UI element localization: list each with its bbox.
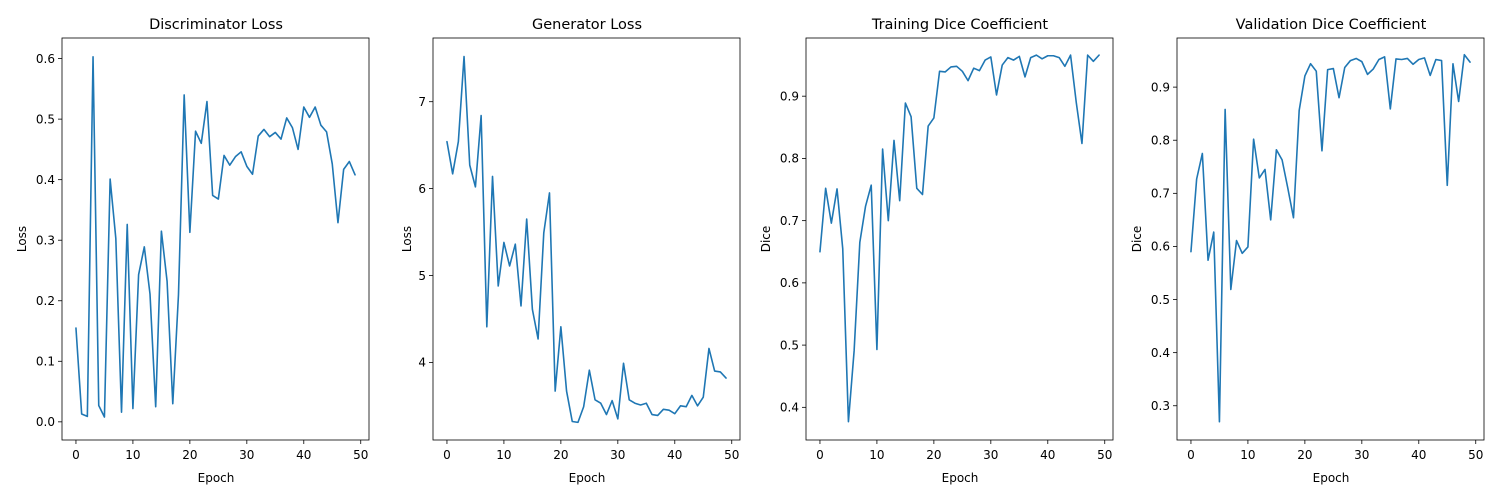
y-tick-label: 0.5: [1151, 293, 1170, 307]
chart-title: Training Dice Coefficient: [871, 17, 1049, 33]
series-line: [446, 55, 727, 424]
y-tick-label: 0.4: [36, 173, 55, 187]
x-tick-label: 40: [296, 448, 311, 462]
x-tick-label: 20: [553, 448, 568, 462]
x-tick-label: 0: [72, 448, 80, 462]
x-tick-label: 50: [353, 448, 368, 462]
y-tick-label: 4: [418, 356, 426, 370]
chart-title: Validation Dice Coefficient: [1236, 17, 1427, 33]
y-tick-label: 5: [418, 269, 426, 283]
training-dice-chart: Training Dice Coefficient 0 10 20 30 40 50 0.4…: [759, 17, 1114, 485]
x-tick-label: 30: [1354, 448, 1369, 462]
x-tick-label: 40: [667, 448, 682, 462]
x-axis-label: Epoch: [942, 471, 979, 485]
series-line: [819, 54, 1100, 423]
x-tick-label: 50: [1097, 448, 1112, 462]
plot-frame: [432, 37, 741, 441]
x-axis-label: Epoch: [569, 471, 606, 485]
plot-area: 0 10 20 30 40 50 0.3 0.4 0.5 0.6 0.7 0.8 0.9: [1151, 37, 1485, 462]
x-tick-label: 30: [983, 448, 998, 462]
x-tick-label: 0: [1187, 448, 1195, 462]
y-tick-label: 0.7: [780, 214, 799, 228]
chart-title: Discriminator Loss: [149, 17, 283, 33]
y-tick-label: 0.4: [780, 401, 799, 415]
x-axis-label: Epoch: [198, 471, 235, 485]
y-tick-label: 0.0: [36, 415, 55, 429]
plot-frame: [1176, 37, 1485, 441]
y-axis-label: Loss: [400, 226, 414, 252]
x-tick-label: 0: [443, 448, 451, 462]
series-line: [75, 55, 356, 418]
y-axis-label: Dice: [1130, 226, 1144, 253]
x-tick-label: 10: [125, 448, 140, 462]
plot-frame: [61, 37, 370, 441]
y-tick-label: 7: [418, 95, 426, 109]
y-tick-label: 0.7: [1151, 187, 1170, 201]
y-tick-label: 0.6: [780, 276, 799, 290]
y-tick-label: 0.3: [1151, 399, 1170, 413]
x-tick-label: 20: [1297, 448, 1312, 462]
y-tick-label: 0.3: [36, 234, 55, 248]
y-tick-label: 6: [418, 182, 426, 196]
y-tick-label: 0.9: [780, 89, 799, 103]
plot-area: 0 10 20 30 40 50 4 5 6 7: [418, 37, 741, 462]
generator-loss-chart: Generator Loss 0 10 20 30 40 50 4 5 6 7 Epoch Los…: [400, 17, 741, 485]
plot-area: 0 10 20 30 40 50 0.0 0.1 0.2 0.3 0.4 0.5 0.6: [36, 37, 370, 462]
y-tick-label: 0.6: [36, 52, 55, 66]
chart-title: Generator Loss: [532, 17, 642, 33]
y-tick-label: 0.9: [1151, 80, 1170, 94]
y-tick-label: 0.1: [36, 355, 55, 369]
x-axis-label: Epoch: [1313, 471, 1350, 485]
discriminator-loss-chart: Discriminator Loss 0 10 20 30 40 500.00.10.20…: [15, 17, 370, 485]
x-tick-label: 30: [610, 448, 625, 462]
x-tick-label: 20: [926, 448, 941, 462]
validation-dice-chart: Validation Dice Coefficient 0 10 20 30 40 500…: [1130, 17, 1485, 485]
y-axis-label: Loss: [15, 226, 29, 252]
x-tick-label: 40: [1411, 448, 1426, 462]
x-tick-label: 10: [869, 448, 884, 462]
x-tick-label: 40: [1040, 448, 1055, 462]
y-tick-label: 0.5: [780, 338, 799, 352]
x-tick-label: 30: [239, 448, 254, 462]
x-tick-label: 20: [182, 448, 197, 462]
y-tick-label: 0.8: [1151, 134, 1170, 148]
x-tick-label: 10: [496, 448, 511, 462]
plot-frame: [805, 37, 1114, 441]
series-line: [1190, 53, 1471, 423]
y-tick-label: 0.5: [36, 112, 55, 126]
x-tick-label: 50: [1468, 448, 1483, 462]
y-tick-label: 0.8: [780, 152, 799, 166]
x-tick-label: 10: [1240, 448, 1255, 462]
plot-area: 0 10 20 30 40 50 0.4 0.5 0.6 0.7 0.8 0.9: [780, 37, 1114, 462]
y-tick-label: 0.2: [36, 294, 55, 308]
y-tick-label: 0.4: [1151, 346, 1170, 360]
x-tick-label: 0: [816, 448, 824, 462]
y-tick-label: 0.6: [1151, 240, 1170, 254]
x-tick-label: 50: [724, 448, 739, 462]
y-axis-label: Dice: [759, 226, 773, 253]
